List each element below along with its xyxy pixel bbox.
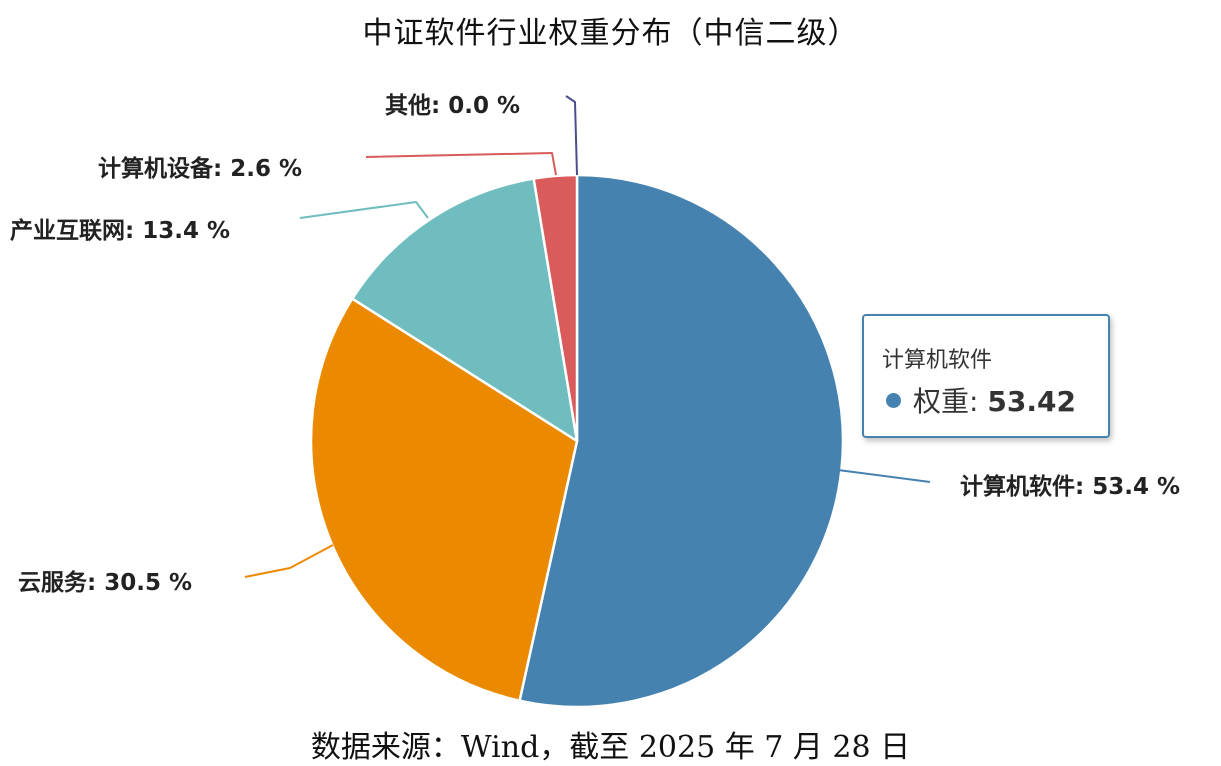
leader-lines bbox=[244, 95, 931, 578]
chart-title: 中证软件行业权重分布（中信二级） bbox=[362, 16, 859, 51]
slice-5-label: 其他: 0.0 % bbox=[385, 93, 520, 119]
slice-3-leader-line bbox=[299, 201, 429, 219]
slice-1-leader-line bbox=[837, 469, 931, 483]
tooltip: 计算机软件 权重: 53.42 bbox=[862, 314, 1110, 438]
tooltip-value: 53.42 bbox=[987, 385, 1076, 418]
tooltip-title: 计算机软件 bbox=[882, 348, 993, 373]
tooltip-series: 权重 bbox=[913, 385, 970, 418]
slice-3-label: 产业互联网: 13.4 % bbox=[10, 217, 230, 244]
data-source: 数据来源：Wind，截至 2025 年 7 月 28 日 bbox=[310, 730, 911, 765]
series-dot-icon bbox=[886, 393, 901, 408]
tooltip-row: 权重: 53.42 bbox=[886, 380, 1076, 420]
slice-3-wedge[interactable] bbox=[351, 177, 579, 443]
tooltip-separator: : bbox=[969, 385, 988, 418]
pie-slices bbox=[309, 173, 845, 709]
slice-5-leader-line bbox=[565, 95, 578, 176]
slice-4-label: 计算机设备: 2.6 % bbox=[98, 155, 302, 182]
slice-1-label: 计算机软件: 53.4 % bbox=[960, 473, 1180, 500]
slice-4-leader-line bbox=[365, 152, 557, 176]
slice-2-label: 云服务: 30.5 % bbox=[18, 570, 192, 596]
slice-2-leader-line bbox=[244, 544, 334, 578]
slice-labels: 计算机软件: 53.4 % 云服务: 30.5 % 产业互联网: 13.4 % 计算机… bbox=[10, 93, 1180, 596]
